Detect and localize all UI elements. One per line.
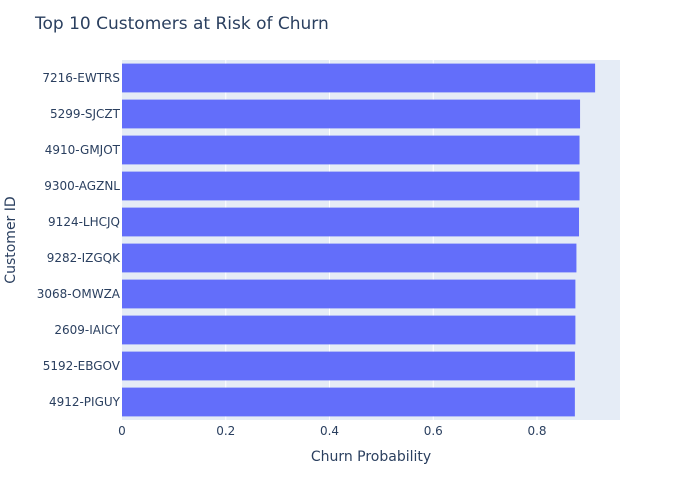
x-tick-label: 0.8	[527, 424, 546, 438]
y-axis-title: Customer ID	[3, 196, 19, 283]
bar-9300-AGZNL	[122, 171, 580, 201]
bar-9124-LHCJQ	[122, 207, 580, 237]
x-tick-label: 0.4	[320, 424, 339, 438]
y-tick-labels: 7216-EWTRS 5299-SJCZT 4910-GMJOT 9300-AGZNL…	[37, 71, 121, 409]
bar-3068-OMWZA	[122, 279, 576, 309]
x-tick-label: 0.2	[216, 424, 235, 438]
x-tick-label: 0.6	[424, 424, 443, 438]
x-tick-label: 0	[118, 424, 126, 438]
bar-7216-EWTRS	[122, 63, 596, 93]
bar-4912-PIGUY	[122, 387, 575, 417]
y-tick-label: 7216-EWTRS	[42, 71, 120, 85]
y-tick-label: 9124-LHCJQ	[48, 215, 120, 229]
y-tick-label: 4910-GMJOT	[45, 143, 121, 157]
x-axis-title: Churn Probability	[311, 449, 431, 465]
x-tick-labels: 0 0.2 0.4 0.6 0.8	[118, 424, 546, 438]
y-tick-label: 3068-OMWZA	[37, 287, 121, 301]
y-tick-label: 9300-AGZNL	[44, 179, 120, 193]
y-tick-label: 4912-PIGUY	[49, 395, 121, 409]
y-tick-label: 2609-IAICY	[54, 323, 120, 337]
y-tick-label: 9282-IZGQK	[47, 251, 121, 265]
bar-2609-IAICY	[122, 315, 576, 345]
chart-title: Top 10 Customers at Risk of Churn	[34, 14, 329, 34]
bars	[122, 63, 596, 417]
bar-5299-SJCZT	[122, 99, 581, 129]
bar-9282-IZGQK	[122, 243, 577, 273]
bar-5192-EBGOV	[122, 351, 575, 381]
y-tick-label: 5299-SJCZT	[50, 107, 121, 121]
bar-4910-GMJOT	[122, 135, 580, 165]
y-tick-label: 5192-EBGOV	[43, 359, 121, 373]
